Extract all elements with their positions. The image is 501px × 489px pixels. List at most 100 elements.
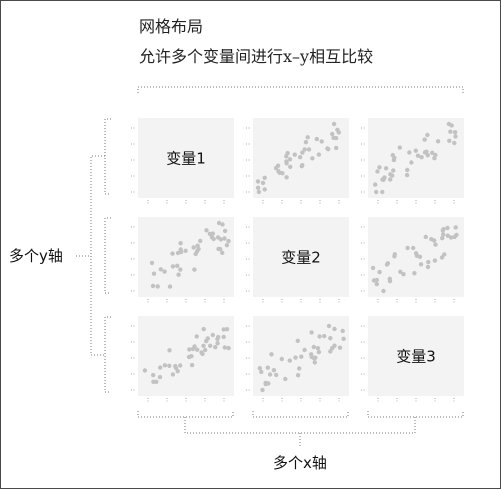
panel-ticks bbox=[131, 127, 455, 403]
scatter-point bbox=[415, 153, 421, 158]
scatter-point bbox=[224, 243, 230, 248]
scatter-point bbox=[374, 281, 379, 287]
scatter-point bbox=[310, 156, 315, 161]
scatter-point bbox=[285, 150, 290, 156]
scatter-point bbox=[221, 327, 226, 332]
top-bracket bbox=[137, 86, 464, 93]
scatter-point bbox=[334, 145, 339, 151]
scatter-point bbox=[439, 255, 445, 260]
scatter-point bbox=[283, 376, 288, 382]
scatter-point bbox=[265, 365, 270, 370]
scatter-point bbox=[186, 354, 192, 360]
scatter-point bbox=[215, 341, 220, 346]
scatter-point bbox=[447, 138, 452, 143]
scatter-point bbox=[440, 228, 445, 233]
variable-3-label: 变量3 bbox=[396, 347, 436, 366]
scatter-point bbox=[157, 374, 163, 380]
scatter-point bbox=[314, 136, 319, 142]
scatter-point bbox=[256, 189, 262, 195]
scatter-point bbox=[401, 272, 406, 277]
scatter-point bbox=[224, 327, 230, 332]
scatter-point bbox=[203, 347, 208, 353]
scatter-point bbox=[404, 172, 410, 178]
scatter-point bbox=[275, 163, 281, 168]
scatter-point bbox=[397, 145, 402, 150]
scatter-point bbox=[332, 326, 337, 332]
scatter-point bbox=[170, 264, 176, 269]
scatter-point bbox=[392, 252, 397, 257]
scatter-point bbox=[260, 180, 266, 186]
scatter-point bbox=[201, 326, 206, 332]
scatter-point bbox=[302, 147, 307, 152]
scatter-point bbox=[279, 356, 284, 362]
scatter-point bbox=[381, 288, 386, 294]
scatter-point bbox=[405, 245, 410, 251]
row-3-bracket bbox=[104, 316, 111, 393]
scatter-point bbox=[328, 336, 333, 341]
scatter-point bbox=[158, 267, 163, 272]
scatter-point bbox=[271, 368, 277, 373]
column-2-bracket bbox=[252, 411, 349, 418]
scatter-point bbox=[384, 262, 390, 267]
scatter-point bbox=[452, 140, 457, 146]
scatter-point bbox=[381, 177, 386, 182]
scatter-point bbox=[213, 345, 218, 350]
scatter-point bbox=[388, 172, 393, 177]
scatter-point bbox=[390, 153, 395, 158]
scatter-point bbox=[422, 150, 428, 155]
scatter-point bbox=[374, 189, 379, 195]
scatter-point bbox=[453, 225, 458, 230]
scatter-point bbox=[221, 334, 226, 340]
scatter-point bbox=[295, 338, 300, 343]
scatter-point bbox=[412, 271, 417, 276]
scatter-point bbox=[284, 159, 289, 164]
scatter-point bbox=[333, 135, 339, 141]
scatter-point bbox=[207, 231, 213, 236]
scatter-point bbox=[260, 387, 265, 393]
scatter-point bbox=[274, 372, 279, 378]
scatter-point bbox=[210, 332, 215, 338]
scatter-point bbox=[398, 269, 403, 274]
scatter-point bbox=[337, 345, 343, 350]
scatter-point bbox=[445, 233, 450, 238]
scatter-point bbox=[155, 284, 160, 289]
scatter-point bbox=[266, 381, 271, 386]
scatter-point bbox=[312, 356, 317, 361]
scatter-point bbox=[316, 349, 322, 355]
scatter-point bbox=[377, 269, 382, 275]
scatter-point bbox=[300, 150, 305, 155]
scatter-point bbox=[255, 185, 261, 190]
scatter-point bbox=[262, 175, 267, 180]
scatter-point bbox=[303, 140, 309, 145]
scatter-point bbox=[257, 366, 262, 371]
scatter-point bbox=[176, 272, 181, 277]
y-axis-label: 多个y轴 bbox=[9, 247, 63, 265]
scatter-point bbox=[306, 147, 312, 152]
column-3-bracket bbox=[367, 411, 464, 418]
scatter-point bbox=[441, 232, 446, 237]
scatter-point bbox=[452, 130, 458, 135]
scatter-point bbox=[293, 355, 298, 360]
column-1-bracket bbox=[137, 411, 234, 418]
scatter-point bbox=[192, 267, 197, 272]
scatter-point bbox=[195, 243, 200, 248]
scatter-point bbox=[330, 346, 335, 351]
scatter-point bbox=[445, 225, 450, 231]
scatter-point bbox=[315, 346, 321, 351]
scatter-point bbox=[194, 249, 200, 254]
scatter-point bbox=[370, 265, 376, 271]
scatter-point bbox=[430, 150, 435, 155]
scatter-point bbox=[312, 360, 317, 365]
scatter-point bbox=[218, 246, 223, 252]
scatter-point bbox=[292, 152, 297, 157]
scatter-point bbox=[377, 165, 382, 170]
x-group-bracket bbox=[184, 417, 416, 434]
scatter-point bbox=[442, 252, 447, 257]
scatter-point bbox=[216, 334, 221, 340]
scatter-point bbox=[167, 284, 173, 289]
scatter-point bbox=[199, 350, 204, 355]
scatter-point bbox=[276, 169, 281, 174]
row-2-bracket bbox=[104, 217, 111, 294]
scatter-point bbox=[435, 139, 441, 144]
scatter-point bbox=[449, 123, 454, 128]
